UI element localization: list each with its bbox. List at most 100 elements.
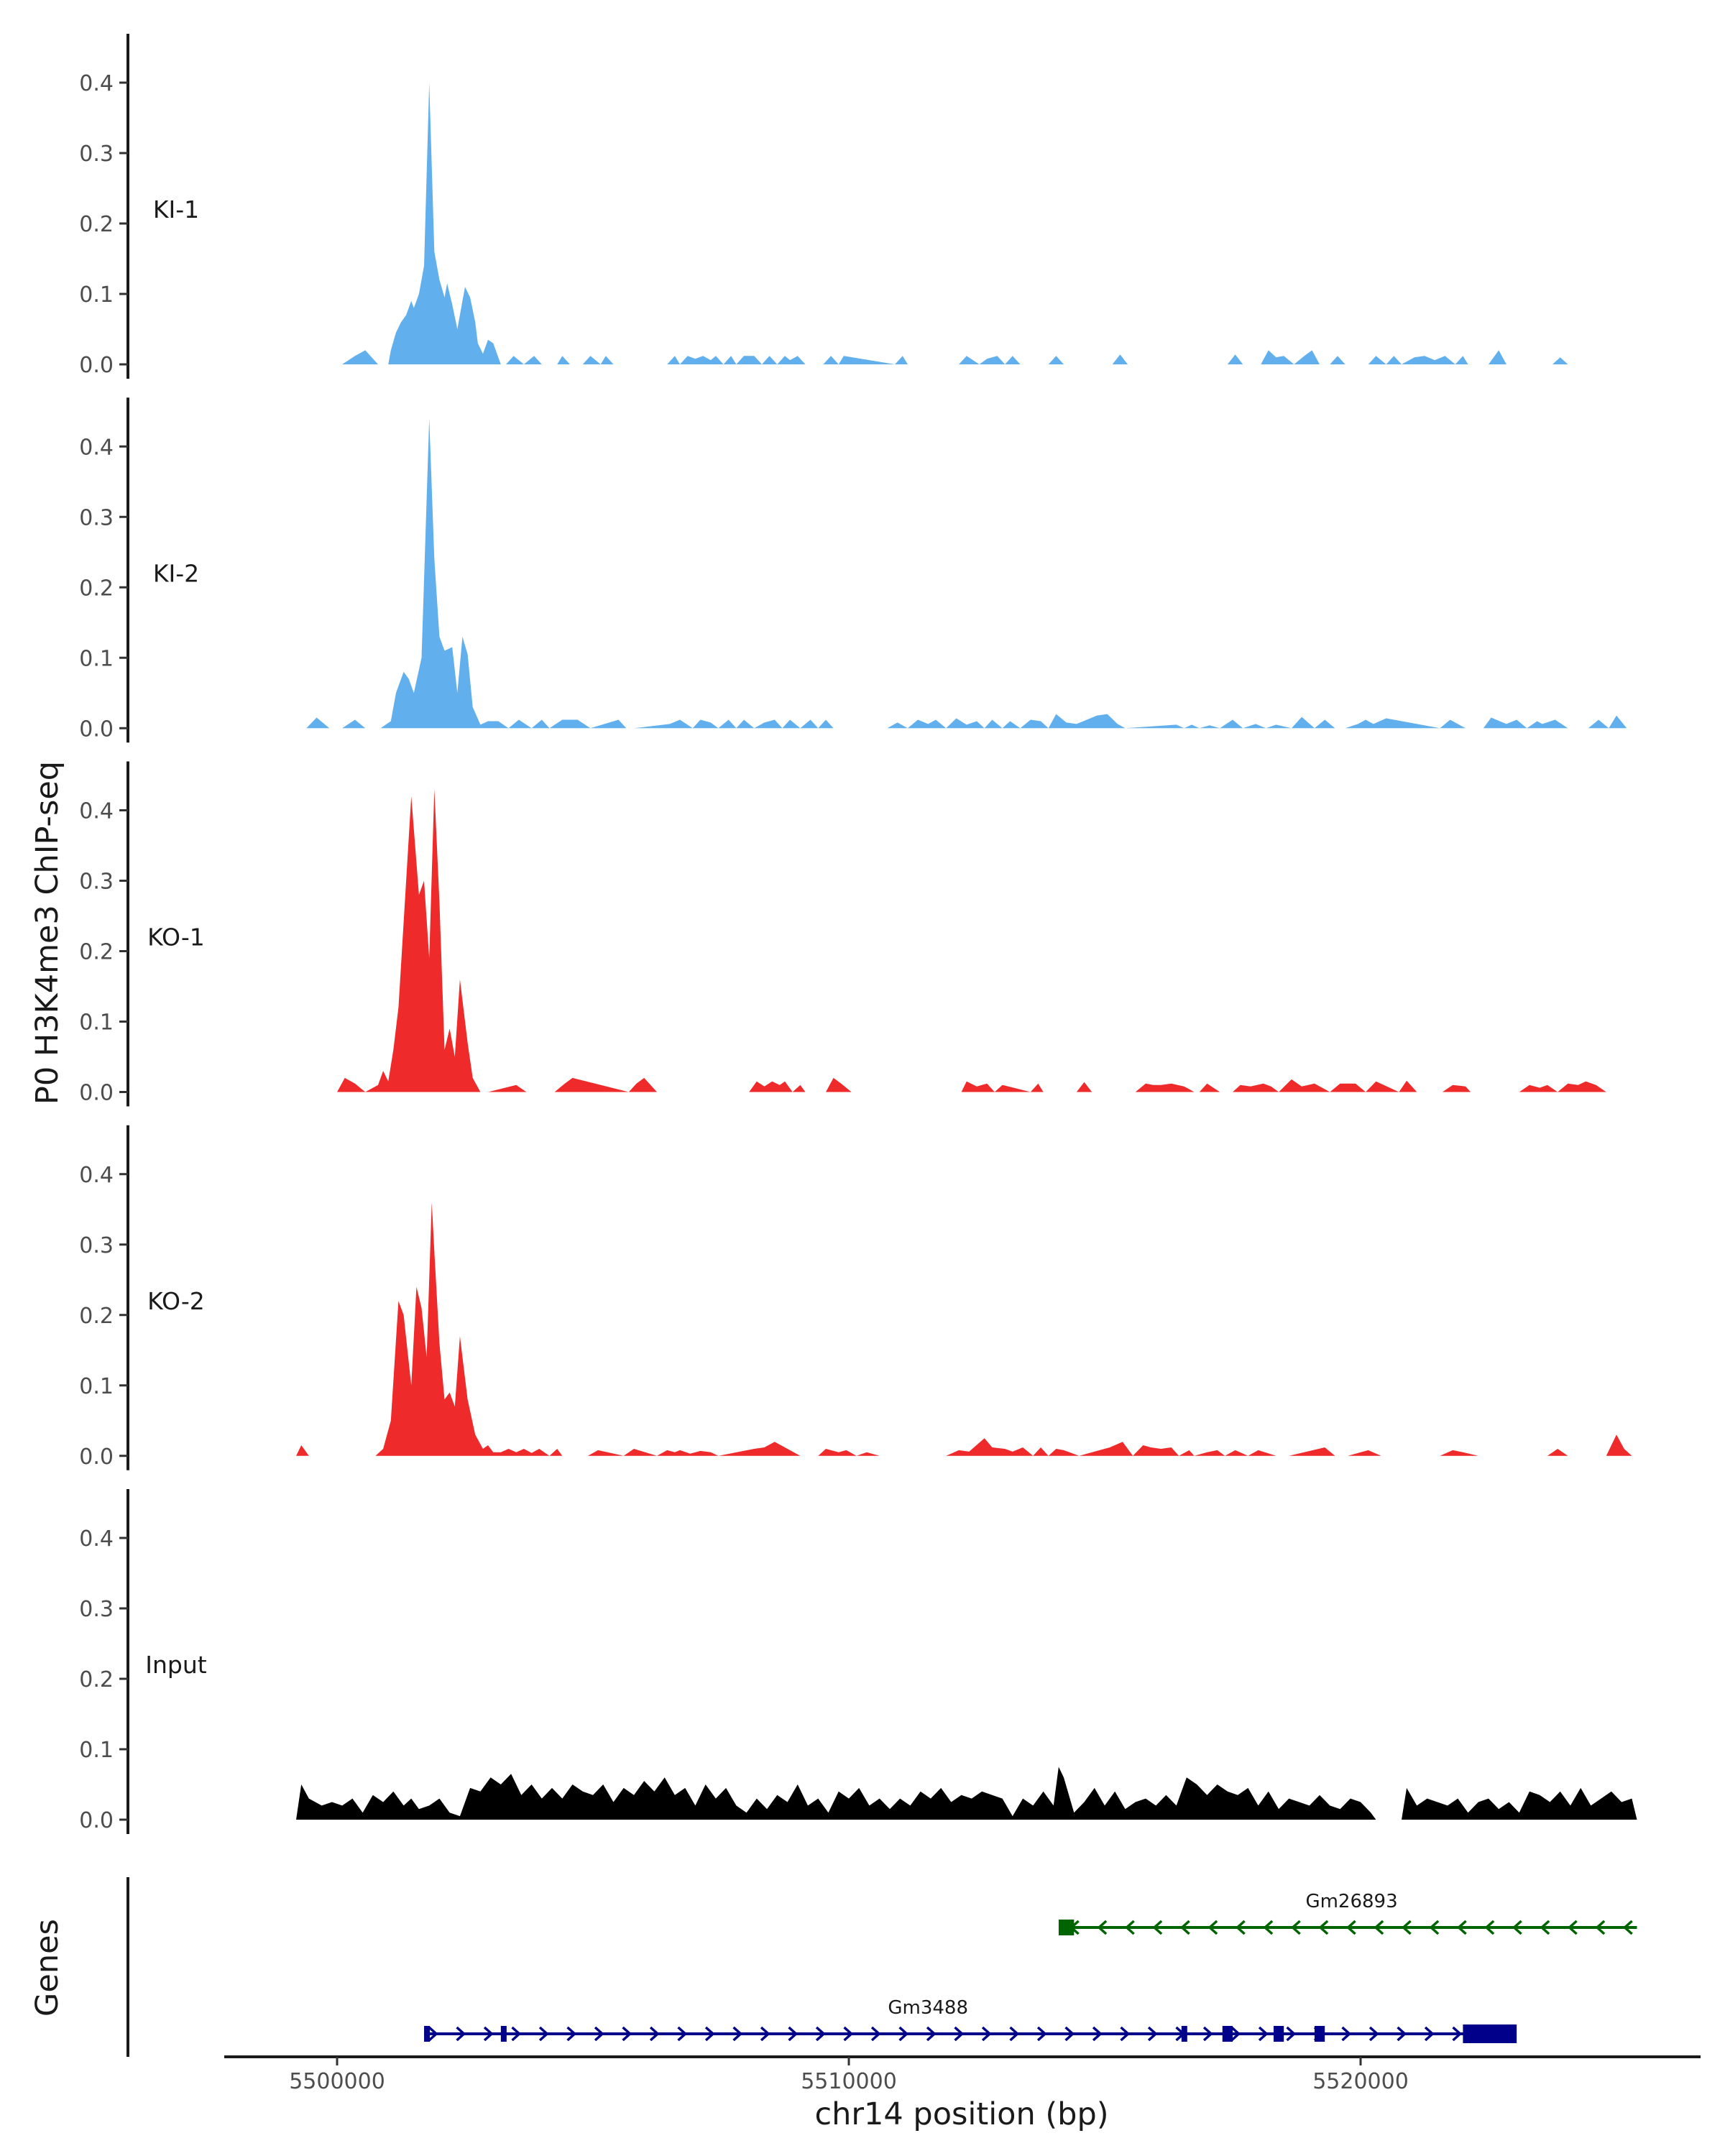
strand-arrow-icon <box>1595 1920 1606 1935</box>
coverage-area-ki-2 <box>306 418 1627 729</box>
strand-arrow-icon <box>1622 1920 1633 1935</box>
strand-arrow-icon <box>511 2026 522 2042</box>
strand-arrow-icon <box>1235 1920 1246 1935</box>
strand-arrow-icon <box>1064 2026 1075 2042</box>
track-label: KO-2 <box>147 1287 205 1315</box>
track-ko-1: 0.0 0.1 0.2 0.3 0.4 KO-1 <box>79 761 1614 1107</box>
exon-block <box>1181 2026 1187 2042</box>
exon-block <box>1463 2024 1517 2043</box>
strand-arrow-icon <box>1147 2026 1158 2042</box>
strand-arrow-icon <box>1318 1920 1329 1935</box>
strand-arrow-icon <box>1452 2026 1463 2042</box>
strand-arrow-icon <box>1230 2026 1241 2042</box>
y-tick-label: 0.0 <box>79 1081 114 1106</box>
strand-arrow-icon <box>1124 1920 1135 1935</box>
strand-arrow-icon <box>981 2026 992 2042</box>
strand-arrow-icon <box>649 2026 660 2042</box>
strand-arrow-icon <box>566 2026 577 2042</box>
strand-arrow-icon <box>954 2026 965 2042</box>
strand-arrow-icon <box>456 2026 466 2042</box>
y-tick-label: 0.4 <box>79 799 114 824</box>
track-label: Input <box>145 1651 207 1679</box>
y-tick-label: 0.4 <box>79 1163 114 1188</box>
y-tick-label: 0.1 <box>79 1010 114 1036</box>
x-tick-label: 5520000 <box>1312 2069 1409 2094</box>
x-axis: chr14 position (bp) 5500000 5510000 552000… <box>224 2055 1701 2132</box>
strand-arrow-icon <box>1263 1920 1274 1935</box>
y-tick-label: 0.1 <box>79 646 114 671</box>
strand-arrow-icon <box>1424 2026 1435 2042</box>
strand-arrow-icon <box>622 2026 632 2042</box>
y-tick-label: 0.0 <box>79 353 114 378</box>
y-tick-label: 0.3 <box>79 142 114 167</box>
gene-name-label: Gm26893 <box>1305 1891 1397 1912</box>
strand-arrow-icon <box>1120 2026 1131 2042</box>
y-tick-label: 0.1 <box>79 282 114 308</box>
y-tick-label: 0.4 <box>79 435 114 460</box>
exon-block <box>424 2026 431 2042</box>
strand-arrow-icon <box>898 2026 909 2042</box>
strand-arrow-icon <box>1092 2026 1103 2042</box>
strand-arrow-icon <box>428 2026 438 2042</box>
coverage-area-ko-2 <box>296 1202 1632 1456</box>
strand-arrow-icon <box>1179 1920 1190 1935</box>
strand-arrow-icon <box>926 2026 937 2042</box>
track-ki-2: 0.0 0.1 0.2 0.3 0.4 KI-2 <box>79 397 1627 743</box>
x-axis-title: chr14 position (bp) <box>814 2096 1108 2132</box>
y-tick-label: 0.4 <box>79 1526 114 1552</box>
strand-arrow-icon <box>1540 1920 1550 1935</box>
y-tick-label: 0.0 <box>79 717 114 742</box>
y-tick-label: 0.3 <box>79 870 114 895</box>
y-tick-label: 0.2 <box>79 1304 114 1329</box>
strand-arrow-icon <box>1567 1920 1578 1935</box>
strand-arrow-icon <box>1152 1920 1163 1935</box>
y-tick-label: 0.4 <box>79 71 114 96</box>
y-tick-label: 0.3 <box>79 505 114 530</box>
strand-arrow-icon <box>677 2026 688 2042</box>
tracks-layer: 0.00.10.20.30.4KI-10.00.10.20.30.4KI-20.… <box>79 34 1637 1834</box>
x-tick-label: 5500000 <box>289 2069 385 2094</box>
strand-arrow-icon <box>815 2026 826 2042</box>
coverage-area-ki-1 <box>342 83 1568 364</box>
strand-arrow-icon <box>1286 2026 1297 2042</box>
y-axis-title: P0 H3K4me3 ChIP-seq <box>29 761 65 1105</box>
strand-arrow-icon <box>1202 2026 1213 2042</box>
y-tick-label: 0.0 <box>79 1808 114 1833</box>
strand-arrow-icon <box>1397 2026 1407 2042</box>
y-tick-label: 0.3 <box>79 1597 114 1622</box>
y-tick-label: 0.3 <box>79 1233 114 1258</box>
track-label: KI-1 <box>153 195 199 224</box>
y-tick-label: 0.1 <box>79 1374 114 1399</box>
genes-track-label: Genes <box>29 1919 65 2017</box>
strand-arrow-icon <box>1512 1920 1522 1935</box>
strand-arrow-icon <box>1429 1920 1440 1935</box>
strand-arrow-icon <box>1036 2026 1047 2042</box>
strand-arrow-icon <box>538 2026 549 2042</box>
exon-block <box>1058 1920 1075 1935</box>
strand-arrow-icon <box>1290 1920 1301 1935</box>
strand-arrow-icon <box>1009 2026 1020 2042</box>
track-label: KI-2 <box>153 559 199 587</box>
strand-arrow-icon <box>1368 2026 1379 2042</box>
strand-arrow-icon <box>1401 1920 1412 1935</box>
coverage-area-input <box>296 1766 1637 1820</box>
y-tick-label: 0.2 <box>79 576 114 601</box>
gene-gm26893: Gm26893 <box>1058 1891 1637 1935</box>
strand-arrow-icon <box>760 2026 770 2042</box>
y-tick-label: 0.1 <box>79 1738 114 1763</box>
strand-arrow-icon <box>1208 1920 1218 1935</box>
exon-block <box>1222 2026 1233 2042</box>
gene-gm3488: Gm3488 <box>424 1997 1517 2043</box>
strand-arrow-icon <box>1346 1920 1356 1935</box>
strand-arrow-icon <box>704 2026 715 2042</box>
strand-arrow-icon <box>732 2026 743 2042</box>
exon-block <box>1273 2026 1284 2042</box>
y-tick-label: 0.2 <box>79 1667 114 1692</box>
exon-block <box>500 2026 507 2042</box>
y-tick-label: 0.0 <box>79 1445 114 1470</box>
strand-arrow-icon <box>1456 1920 1467 1935</box>
gene-name-label: Gm3488 <box>888 1997 968 2019</box>
strand-arrow-icon <box>1374 1920 1384 1935</box>
x-tick-label: 5510000 <box>801 2069 897 2094</box>
